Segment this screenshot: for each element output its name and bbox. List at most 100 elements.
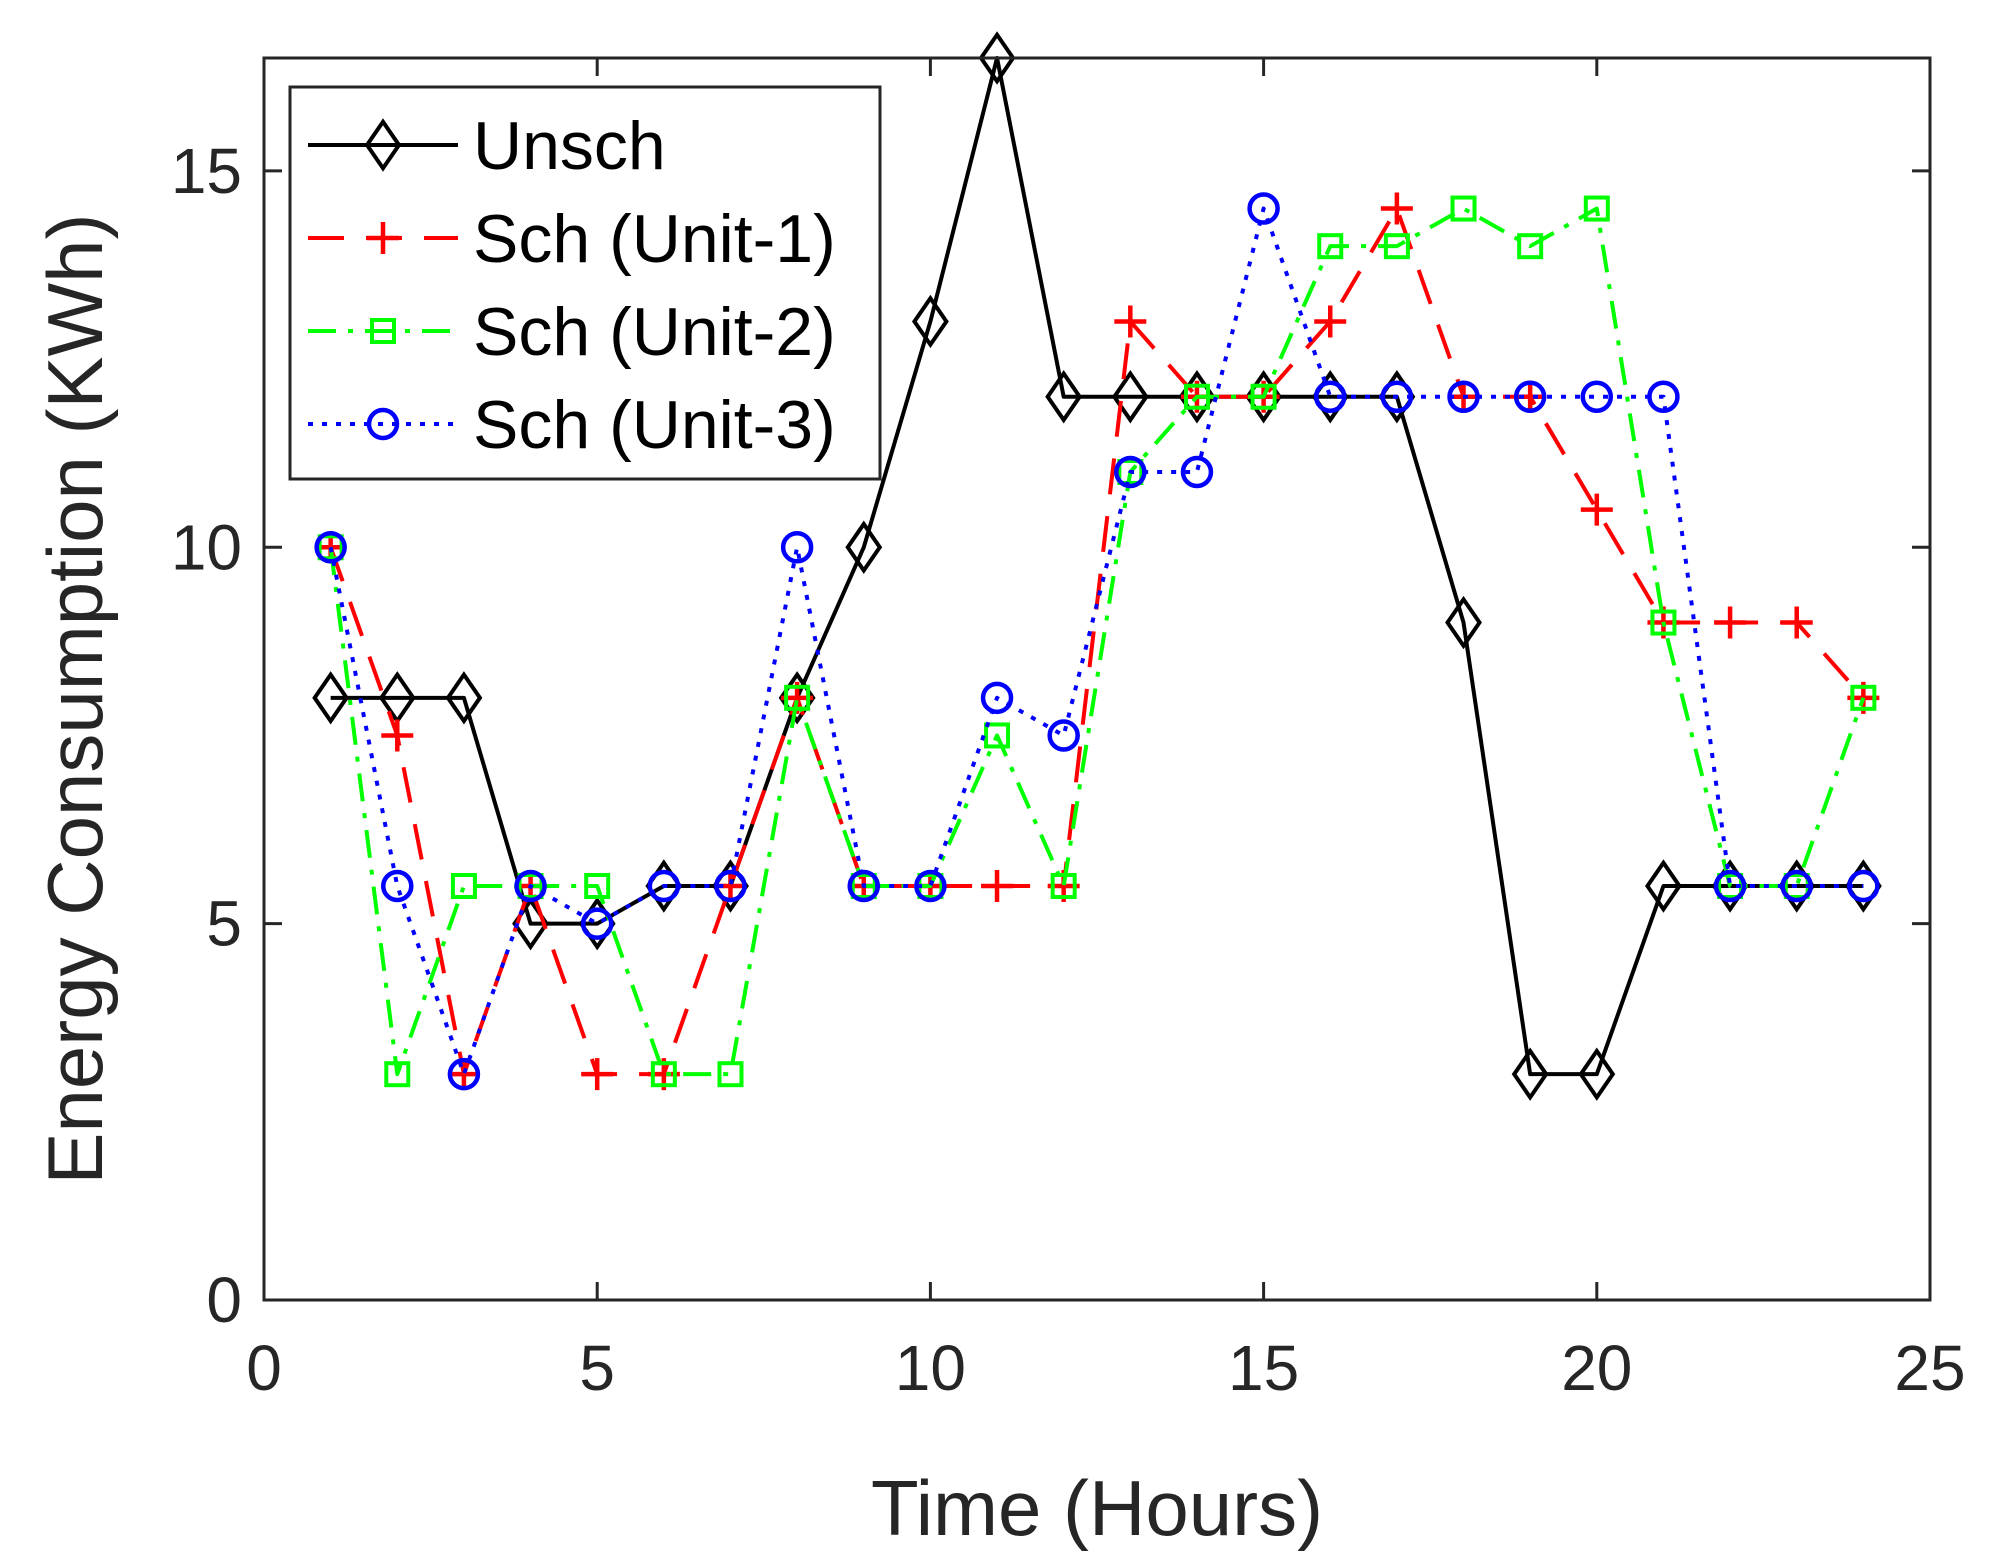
- series-2-point-13: [1114, 305, 1147, 338]
- legend-swatch-marker-4: [366, 407, 400, 441]
- series-1-point-3: [445, 671, 483, 725]
- series-3-point-4: [517, 873, 544, 899]
- series-3-point-22: [1717, 873, 1744, 899]
- series-4-point-22: [1713, 869, 1747, 903]
- legend-label-2: Sch (Unit-1): [473, 201, 836, 277]
- series-1-point-1: [312, 671, 350, 725]
- series-2-point-5: [581, 1058, 614, 1091]
- series-4-point-9: [847, 869, 881, 903]
- series-4-point-13: [1114, 455, 1147, 489]
- legend-item-4: Sch (Unit-3): [308, 387, 836, 463]
- series-3-point-12: [1050, 873, 1077, 899]
- series-4-point-15: [1247, 192, 1280, 225]
- series-2-point-3: [447, 1058, 480, 1091]
- series-4-point-6: [647, 869, 681, 903]
- legend-swatch-marker-1: [364, 118, 402, 172]
- series-3-point-6: [650, 1061, 677, 1088]
- series-1-point-21: [1645, 859, 1682, 913]
- series-2-point-20: [1580, 493, 1613, 526]
- legend-item-1: Unsch: [308, 108, 666, 184]
- series-1-point-10: [911, 294, 949, 349]
- series-1-point-13: [1111, 370, 1149, 424]
- series-4-point-19: [1513, 380, 1547, 413]
- series-3-point-1: [317, 534, 344, 561]
- series-4-point-1: [314, 531, 347, 564]
- x-axis-label: Time (Hours): [871, 1464, 1323, 1552]
- series-3-point-7: [717, 1061, 744, 1088]
- series-3-point-19: [1517, 233, 1544, 260]
- series-2-point-16: [1314, 305, 1347, 338]
- plot-frame: [262, 56, 1932, 1302]
- y-tick-label-15: 15: [171, 135, 242, 207]
- legend-swatch-marker-3: [370, 318, 396, 344]
- series-4-point-2: [381, 869, 414, 903]
- legend-label-4: Sch (Unit-3): [473, 387, 836, 463]
- series-2-point-22: [1714, 606, 1747, 639]
- series-4-point-3: [447, 1057, 481, 1091]
- series-2-point-17: [1380, 192, 1413, 225]
- series-4-point-21: [1647, 380, 1680, 413]
- series-1-point-20: [1578, 1047, 1616, 1101]
- series-1-point-18: [1445, 595, 1482, 650]
- series-3-point-21: [1650, 609, 1677, 636]
- series-4-point-24: [1847, 869, 1880, 903]
- series-4-point-4: [514, 869, 547, 903]
- series-3-point-15: [1250, 383, 1277, 410]
- series-4-point-7: [714, 869, 747, 903]
- series-4-point-5: [580, 907, 614, 940]
- legend-swatch-marker-2: [367, 222, 399, 254]
- series-4-point-10: [914, 869, 947, 903]
- y-tick-label-5: 5: [206, 888, 242, 960]
- y-axis-label: Energy Consumption (KWh): [31, 213, 119, 1184]
- series-4-point-8: [780, 531, 814, 564]
- series-3-point-3: [450, 873, 477, 899]
- series-1-line: [330, 56, 1864, 1077]
- series-3-point-17: [1383, 233, 1410, 260]
- series-3-point-18: [1450, 195, 1477, 222]
- legend-item-2: Sch (Unit-1): [308, 201, 836, 277]
- series-4-point-16: [1313, 380, 1347, 413]
- y-tick-label-0: 0: [206, 1264, 242, 1336]
- series-4-point-20: [1580, 380, 1614, 413]
- legend-box: [288, 85, 882, 481]
- series-3: [317, 195, 1877, 1088]
- series-3-point-11: [984, 722, 1011, 749]
- legend-item-3: Sch (Unit-2): [308, 294, 836, 370]
- series-4-point-17: [1380, 380, 1414, 413]
- series-4-point-18: [1447, 380, 1480, 413]
- series-4: [314, 192, 1880, 1091]
- x-tick-label-20: 20: [1561, 1332, 1632, 1404]
- series-2-point-2: [381, 719, 414, 752]
- x-tick-label-5: 5: [579, 1332, 615, 1404]
- series-3-point-2: [384, 1061, 411, 1088]
- x-tick-label-0: 0: [246, 1332, 282, 1404]
- series-2-point-11: [981, 870, 1014, 902]
- y-tick-label-10: 10: [171, 511, 242, 583]
- series-1-point-19: [1511, 1047, 1549, 1101]
- x-tick-label-10: 10: [895, 1332, 966, 1404]
- series-4-point-14: [1180, 455, 1214, 489]
- series-3-point-20: [1583, 195, 1610, 222]
- series-4-point-11: [980, 681, 1014, 715]
- series-3-point-13: [1117, 459, 1144, 485]
- series-2-point-23: [1780, 606, 1813, 639]
- series-2-line: [328, 206, 1865, 1077]
- axes: 0 5 10 15 20 25 0 5 10 15: [171, 56, 1966, 1404]
- series-3-point-9: [850, 873, 877, 899]
- legend-label-3: Sch (Unit-2): [473, 294, 836, 370]
- series-3-point-24: [1850, 684, 1877, 711]
- series-4-point-23: [1780, 869, 1813, 903]
- series-3-point-8: [784, 684, 811, 711]
- x-tick-label-25: 25: [1894, 1332, 1965, 1404]
- legend: Unsch Sch (Unit-1) Sch (Unit-2) Sch (Unit-3…: [288, 85, 882, 481]
- legend-label-1: Unsch: [473, 108, 666, 184]
- series-4-point-12: [1047, 719, 1080, 752]
- series-1-point-11: [978, 31, 1016, 85]
- series-1-point-12: [1045, 370, 1083, 424]
- series-1-point-9: [845, 520, 883, 574]
- series-3-point-14: [1183, 383, 1210, 410]
- x-tick-label-15: 15: [1228, 1332, 1299, 1404]
- series-4-line: [328, 206, 1864, 1077]
- plot-area: [312, 31, 1882, 1101]
